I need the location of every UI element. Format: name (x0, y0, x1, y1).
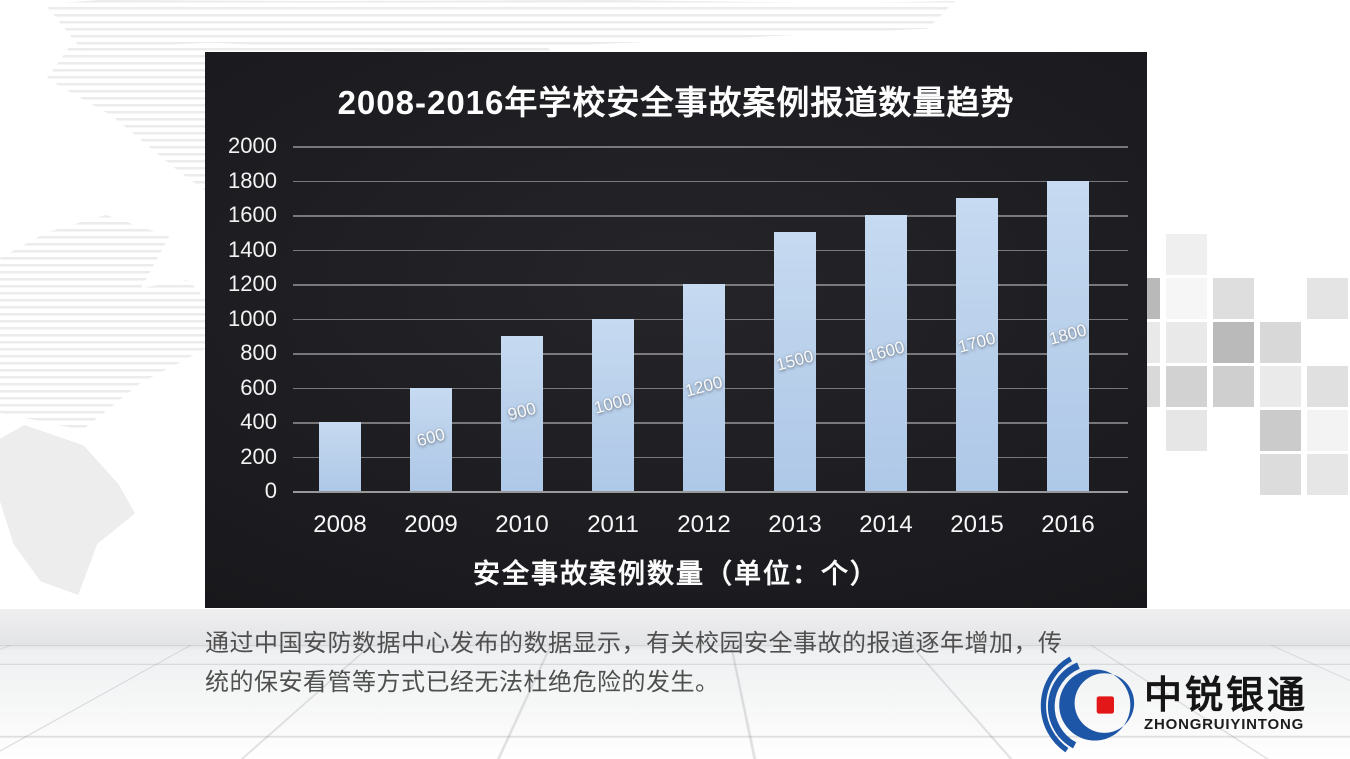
mosaic-square (1213, 366, 1254, 407)
mosaic-square (1307, 278, 1348, 319)
y-tick-label: 1600 (228, 202, 277, 227)
gridline-1800 (293, 180, 1128, 182)
mosaic-square (1307, 454, 1348, 495)
bar-2009 (410, 387, 452, 491)
mosaic-square (1166, 366, 1207, 407)
logo-text: 中锐银通 ZHONGRUIYINTONG (1144, 676, 1308, 734)
mosaic-square (1166, 322, 1207, 363)
gridline-2000 (293, 146, 1128, 148)
y-tick-label: 1800 (228, 167, 277, 193)
x-tick-label: 2015 (950, 511, 1004, 538)
company-logo: 中锐银通 ZHONGRUIYINTONG (1040, 656, 1308, 754)
map-decoration (45, 0, 955, 52)
mosaic-square (1260, 366, 1301, 407)
x-tick-label: 2009 (404, 511, 458, 538)
chart-panel: 2008-2016年学校安全事故案例报道数量趋势 0 200 400 600 800 10… (205, 52, 1147, 608)
gridline-1400 (293, 249, 1128, 251)
y-tick-label: 1200 (228, 271, 277, 296)
x-tick-label: 2016 (1041, 511, 1095, 538)
gridline-0 (293, 491, 1128, 493)
bar-2008 (319, 422, 361, 491)
body-line-2: 统的保安看管等方式已经无法杜绝危险的发生。 (205, 669, 720, 696)
y-tick-label: 800 (240, 340, 277, 365)
map-decoration-solid (0, 425, 135, 595)
mosaic-square (1166, 410, 1207, 451)
y-tick-label: 200 (240, 443, 277, 469)
mosaic-square (1260, 322, 1301, 363)
y-tick-label: 1000 (228, 305, 277, 331)
y-tick-label: 0 (264, 478, 277, 503)
x-tick-label: 2010 (495, 511, 549, 538)
body-line-1: 通过中国安防数据中心发布的数据显示，有关校园安全事故的报道逐年增加，传 (205, 630, 1063, 657)
bar-2016 (1047, 180, 1089, 491)
bar-2010 (501, 335, 543, 491)
chart-title: 2008-2016年学校安全事故案例报道数量趋势 (337, 84, 1015, 121)
logo-red-square (1096, 696, 1114, 714)
mosaic-square (1166, 278, 1207, 319)
logo-name-cn: 中锐银通 (1144, 675, 1309, 717)
body-paragraph: 通过中国安防数据中心发布的数据显示，有关校园安全事故的报道逐年增加，传 统的保安… (205, 624, 1165, 702)
mosaic-square (1260, 454, 1301, 495)
y-tick-label: 2000 (228, 133, 277, 158)
mosaic-square (1166, 234, 1207, 275)
map-decoration (0, 215, 235, 430)
bar-2011 (592, 318, 634, 491)
y-tick-label: 600 (240, 374, 277, 400)
mosaic-square (1213, 322, 1254, 363)
mosaic-square (1307, 366, 1348, 407)
bar-2012 (683, 284, 725, 491)
bar-2013 (774, 232, 816, 491)
mosaic-square (1213, 278, 1254, 319)
x-tick-label: 2011 (587, 511, 639, 538)
gridline-1600 (293, 215, 1128, 217)
y-tick-label: 1400 (228, 236, 277, 262)
horizon-line (0, 645, 1350, 646)
x-tick-label: 2014 (859, 511, 913, 538)
mosaic-square (1260, 410, 1301, 451)
bar-2014 (865, 215, 907, 491)
x-axis-title: 安全事故案例数量（单位：个） (473, 559, 879, 589)
logo-mark-icon (1040, 656, 1135, 753)
bar-2015 (956, 197, 998, 491)
x-tick-label: 2013 (768, 511, 822, 538)
x-tick-label: 2008 (313, 511, 367, 538)
logo-name-en: ZHONGRUIYINTONG (1144, 716, 1305, 733)
mosaic-square (1307, 410, 1348, 451)
x-tick-label: 2012 (677, 511, 731, 538)
y-tick-label: 400 (240, 409, 277, 434)
